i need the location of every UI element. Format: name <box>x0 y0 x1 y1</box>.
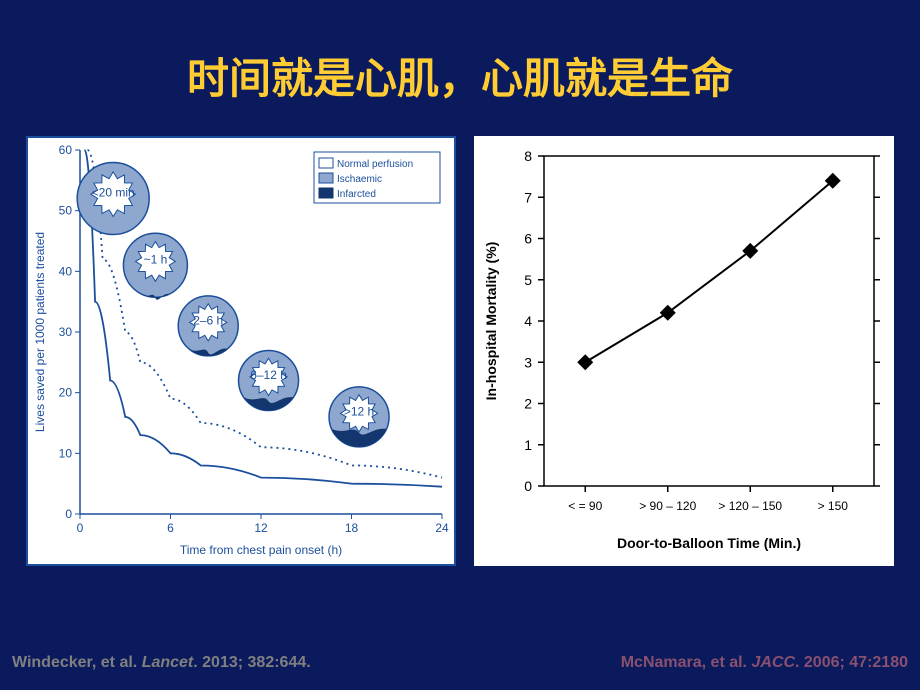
svg-text:10: 10 <box>59 446 73 460</box>
svg-text:1: 1 <box>524 437 532 453</box>
svg-text:6: 6 <box>524 231 532 247</box>
svg-text:Infarcted: Infarcted <box>337 189 376 200</box>
svg-text:60: 60 <box>59 143 73 157</box>
svg-text:24: 24 <box>435 521 449 535</box>
svg-text:3: 3 <box>524 354 532 370</box>
svg-text:> 150: > 150 <box>818 499 849 513</box>
citations-row: Windecker, et al. Lancet. 2013; 382:644.… <box>0 654 920 672</box>
svg-text:30: 30 <box>59 325 73 339</box>
svg-text:8: 8 <box>524 148 532 164</box>
citation-right: McNamara, et al. JACC. 2006; 47:2180 <box>621 654 908 672</box>
svg-text:Normal perfusion: Normal perfusion <box>337 159 413 170</box>
svg-text:~1 h: ~1 h <box>144 253 168 267</box>
svg-text:> 120 – 150: > 120 – 150 <box>718 499 782 513</box>
svg-text:0: 0 <box>77 521 84 535</box>
lives-saved-chart: 0 10 20 30 40 50 60 0 6 12 18 24 Time from chest pai… <box>28 138 454 564</box>
svg-text:>12 h: >12 h <box>344 404 374 418</box>
svg-text:40: 40 <box>59 264 73 278</box>
svg-text:4: 4 <box>524 313 532 329</box>
left-chart-panel: 0 10 20 30 40 50 60 0 6 12 18 24 Time from chest pai… <box>26 136 456 566</box>
mortality-chart: 0 1 2 3 4 5 6 7 8 < = 90 > 90 – 120 > 120 – 150 > 15… <box>474 136 894 566</box>
svg-text:20: 20 <box>59 386 73 400</box>
slide-title: 时间就是心肌，心肌就是生命 <box>0 0 920 136</box>
svg-text:In-hospital Mortality (%): In-hospital Mortality (%) <box>483 242 499 401</box>
svg-text:50: 50 <box>59 204 73 218</box>
svg-text:6: 6 <box>167 521 174 535</box>
charts-row: 010203040506006121824Time from chest pai… <box>0 136 920 566</box>
citation-left: Windecker, et al. Lancet. 2013; 382:644. <box>12 654 311 672</box>
svg-text:0: 0 <box>65 507 72 521</box>
svg-text:Time from chest pain onset (h): Time from chest pain onset (h) <box>180 543 342 557</box>
svg-text:18: 18 <box>345 521 359 535</box>
svg-text:0: 0 <box>524 478 532 494</box>
svg-text:5: 5 <box>524 272 532 288</box>
svg-text:Lives saved per 1000 patients: Lives saved per 1000 patients treated <box>33 232 47 432</box>
svg-text:< = 90: < = 90 <box>568 499 602 513</box>
svg-text:> 90 – 120: > 90 – 120 <box>639 499 696 513</box>
svg-text:<20 min: <20 min <box>92 186 135 200</box>
svg-text:12: 12 <box>254 521 268 535</box>
svg-text:Ischaemic: Ischaemic <box>337 174 382 185</box>
svg-text:6–12 h: 6–12 h <box>250 368 287 382</box>
right-chart-panel: 0 1 2 3 4 5 6 7 8 < = 90 > 90 – 120 > 120 – 150 > 15… <box>474 136 894 566</box>
svg-text:Door-to-Balloon Time (Min.): Door-to-Balloon Time (Min.) <box>617 535 801 551</box>
svg-text:7: 7 <box>524 189 532 205</box>
svg-text:2–6 h: 2–6 h <box>193 313 223 327</box>
svg-text:2: 2 <box>524 396 532 412</box>
